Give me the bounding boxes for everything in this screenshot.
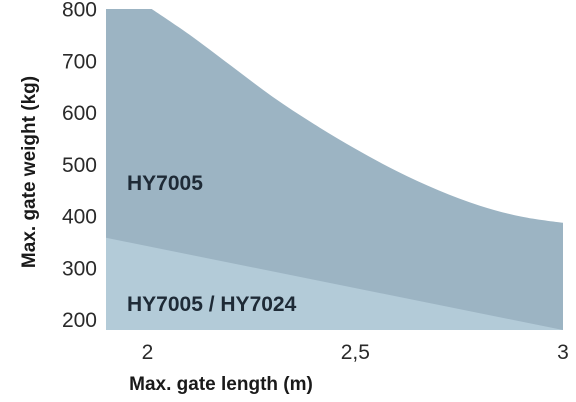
x-tick-label: 2,5: [341, 341, 370, 364]
y-tick-label: 700: [62, 50, 97, 73]
area-hy7005: [106, 9, 563, 330]
chart-areas: [106, 9, 563, 330]
series-label-hy7005: HY7005: [127, 172, 203, 195]
y-tick-label: 300: [62, 257, 97, 280]
x-axis-title: Max. gate length (m): [129, 374, 313, 395]
x-axis-ticks: 2 2,5 3: [142, 341, 569, 364]
y-tick-label: 800: [62, 0, 97, 22]
y-axis-title: Max. gate weight (kg): [19, 76, 40, 268]
series-labels: HY7005 HY7005 / HY7024: [127, 172, 297, 316]
x-tick-label: 3: [557, 341, 569, 364]
area-hy7005-hy7024: [106, 237, 563, 330]
series-label-hy7005-hy7024: HY7005 / HY7024: [127, 293, 297, 316]
y-tick-label: 600: [62, 102, 97, 125]
y-axis-ticks: 200 300 400 500 600 700 800: [62, 0, 97, 332]
y-tick-label: 400: [62, 206, 97, 229]
y-tick-label: 200: [62, 309, 97, 332]
y-tick-label: 500: [62, 154, 97, 177]
x-tick-label: 2: [142, 341, 154, 364]
